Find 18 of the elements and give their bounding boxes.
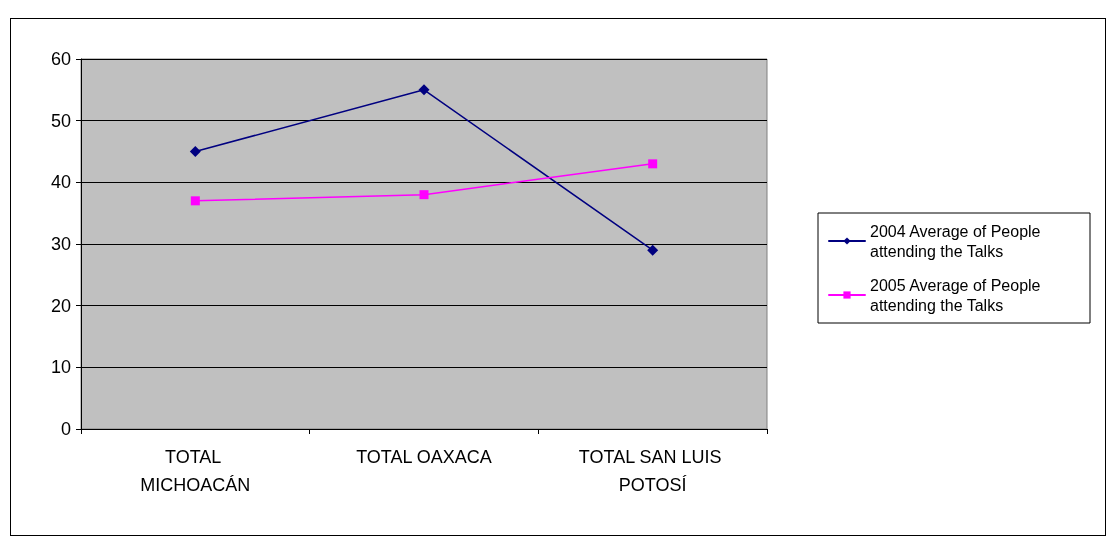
legend-label: 2005 Average of People attending the Talks	[870, 276, 1045, 314]
y-tick-label: 20	[50, 295, 71, 316]
x-tick-label: TOTAL OAXACA	[356, 447, 492, 467]
point	[418, 84, 430, 96]
x-tick-label: TOTAL MICHOACÁN	[140, 447, 251, 495]
y-tick-label: 0	[60, 419, 71, 439]
y-tick-label: 50	[50, 110, 71, 131]
y-tick-label: 10	[50, 357, 71, 378]
x-tick-label: TOTAL SAN LUIS POTOSÍ	[578, 447, 727, 495]
legend-label: 2004 Average of People attending the Talks	[870, 222, 1045, 260]
point	[648, 159, 658, 169]
y-tick-label: 30	[50, 234, 71, 254]
point	[647, 244, 659, 256]
point	[190, 196, 200, 206]
y-tick-label: 60	[50, 49, 71, 69]
point	[419, 190, 429, 200]
point	[189, 146, 201, 157]
y-tick-label: 40	[50, 172, 71, 193]
